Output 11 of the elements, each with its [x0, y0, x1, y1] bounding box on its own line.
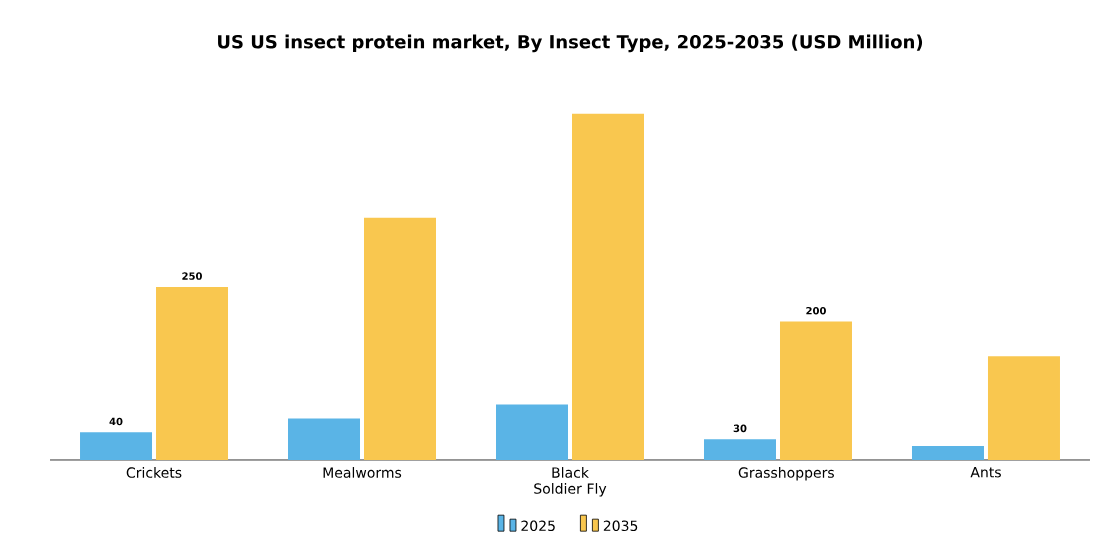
- bar: [496, 404, 568, 460]
- bar: [780, 321, 852, 460]
- bar: [364, 217, 437, 460]
- bar: [572, 113, 644, 460]
- bar: [987, 356, 1060, 460]
- bar: [704, 439, 776, 460]
- bar: [288, 418, 361, 460]
- chart-title: US US insect protein market, By Insect Type, 2025-2035 (USD Million): [218, 34, 923, 53]
- bar: [156, 286, 229, 460]
- bar: [911, 446, 984, 460]
- bar: [80, 432, 153, 460]
